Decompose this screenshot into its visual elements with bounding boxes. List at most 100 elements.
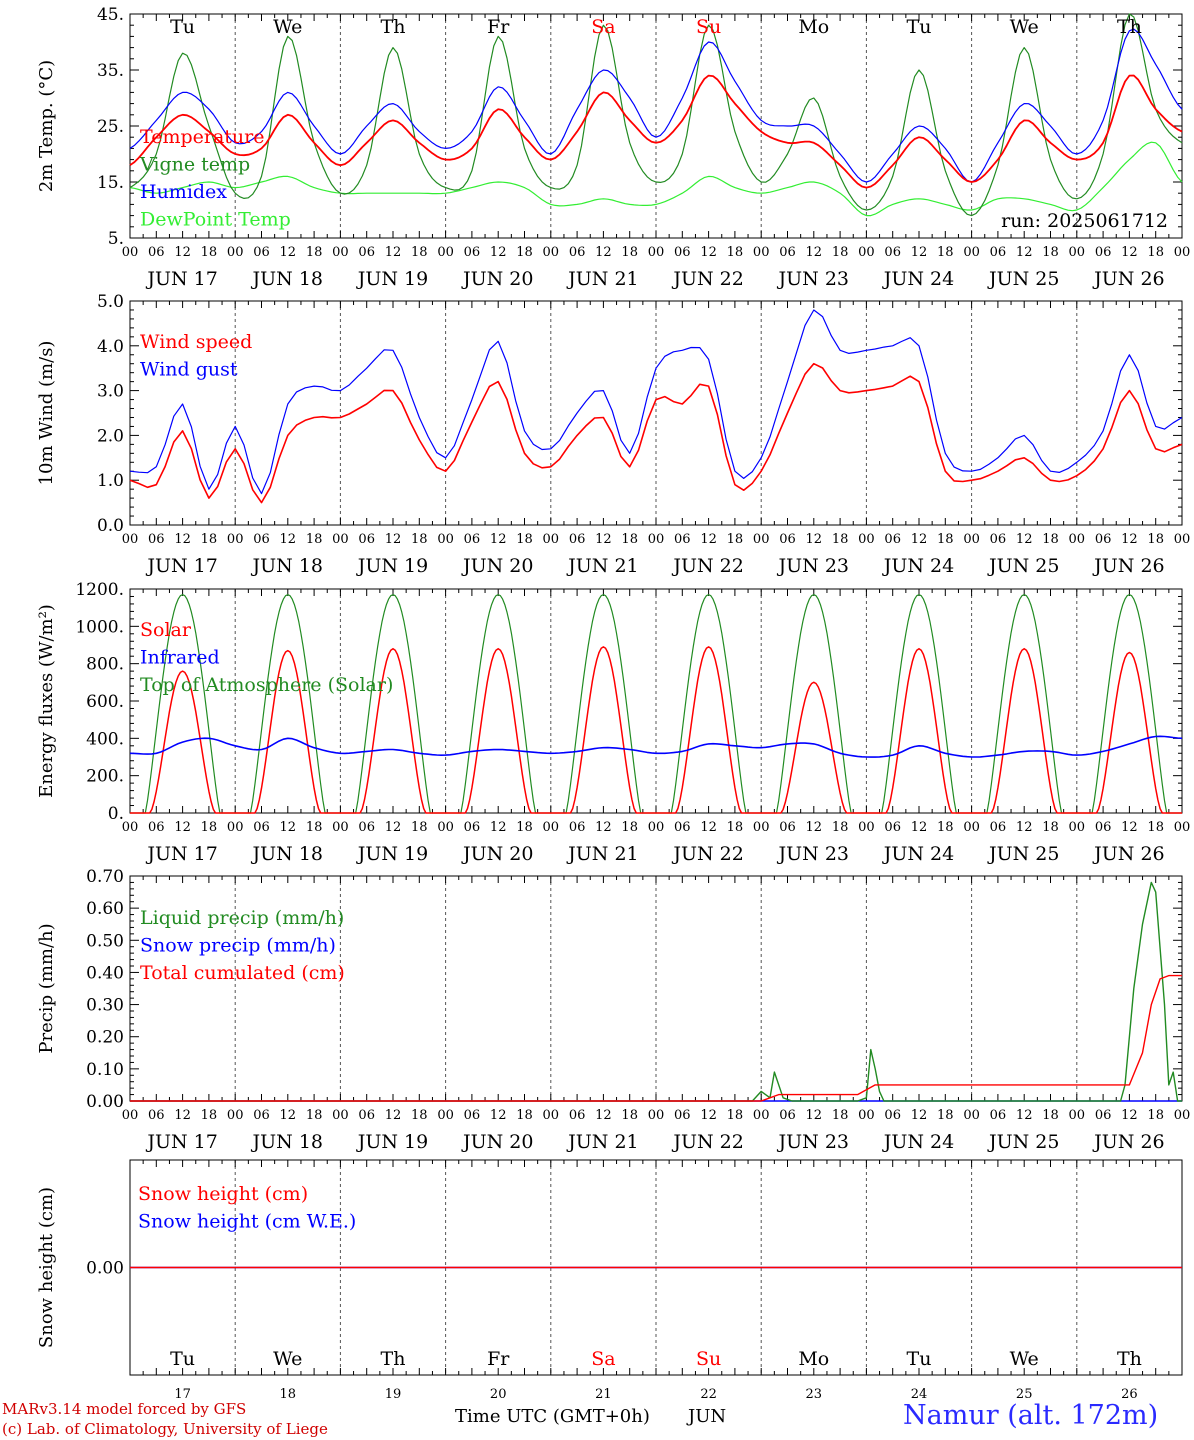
y-tick-label: 3.0 — [97, 382, 124, 402]
y-tick-label: 1000. — [75, 617, 124, 637]
hour-label: 18 — [306, 820, 323, 835]
hour-label: 00 — [227, 532, 244, 547]
series-line — [129, 735, 1183, 758]
hour-label: 18 — [937, 1108, 954, 1123]
hour-label: 12 — [280, 245, 297, 260]
hour-label: 06 — [674, 245, 691, 260]
y-axis-label: Snow height (cm) — [36, 1187, 57, 1348]
legend-entry: Snow height (cm W.E.) — [138, 1211, 356, 1233]
hour-label: 06 — [253, 245, 270, 260]
date-label: JUN 21 — [566, 268, 638, 290]
hour-label: 06 — [884, 245, 901, 260]
panel-frame — [129, 588, 1183, 814]
date-label: JUN 23 — [777, 268, 849, 290]
legend-entry: Snow precip (mm/h) — [140, 935, 336, 957]
series-line — [129, 141, 1183, 217]
weekday-label: Su — [696, 1348, 721, 1370]
hour-label: 00 — [332, 820, 349, 835]
hour-label: 06 — [990, 245, 1007, 260]
hour-label: 18 — [411, 245, 428, 260]
hour-label: 12 — [911, 1108, 928, 1123]
hour-label: 12 — [490, 245, 507, 260]
lab-credit: (c) Lab. of Climatology, University of L… — [2, 1420, 328, 1438]
hour-label: 06 — [1095, 1108, 1112, 1123]
hour-label: 12 — [490, 1108, 507, 1123]
hour-label: 06 — [674, 1108, 691, 1123]
hour-label: 12 — [490, 820, 507, 835]
hour-label: 12 — [1121, 532, 1138, 547]
day-number-label: 24 — [911, 1387, 928, 1402]
hour-label: 00 — [963, 245, 980, 260]
hour-label: 18 — [621, 532, 638, 547]
hour-label: 00 — [1174, 245, 1191, 260]
day-number-label: 26 — [1121, 1387, 1138, 1402]
y-tick-label: 5. — [108, 229, 124, 249]
legend-entry: Liquid precip (mm/h) — [140, 907, 344, 929]
hour-label: 00 — [543, 1108, 560, 1123]
y-tick-label: 5.0 — [97, 292, 124, 312]
weekday-label: Tu — [907, 1348, 932, 1370]
hour-label: 18 — [1042, 532, 1059, 547]
hour-label: 06 — [779, 245, 796, 260]
hour-label: 18 — [201, 532, 218, 547]
weekday-label: We — [273, 1348, 302, 1370]
weekday-label: Sa — [591, 1348, 615, 1370]
hour-label: 12 — [1016, 245, 1033, 260]
date-label: JUN 25 — [987, 1131, 1059, 1153]
hour-label: 00 — [227, 245, 244, 260]
weekday-label: Tu — [907, 16, 932, 38]
hour-label: 06 — [990, 1108, 1007, 1123]
hour-label: 12 — [700, 245, 717, 260]
hour-label: 06 — [569, 532, 586, 547]
hour-label: 12 — [280, 1108, 297, 1123]
hour-label: 12 — [595, 820, 612, 835]
y-tick-label: 200. — [86, 767, 124, 787]
weekday-label: We — [273, 16, 302, 38]
hour-label: 12 — [280, 820, 297, 835]
day-number-label: 23 — [806, 1387, 823, 1402]
hour-label: 00 — [753, 820, 770, 835]
y-tick-label: 600. — [86, 692, 124, 712]
hour-label: 00 — [1069, 532, 1086, 547]
hour-label: 00 — [753, 245, 770, 260]
hour-label: 06 — [148, 532, 165, 547]
hour-label: 00 — [1174, 820, 1191, 835]
hour-label: 18 — [201, 245, 218, 260]
hour-label: 18 — [306, 532, 323, 547]
hour-label: 18 — [411, 820, 428, 835]
hour-label: 18 — [1147, 532, 1164, 547]
weekday-label: Fr — [487, 1348, 510, 1370]
hour-label: 18 — [832, 532, 849, 547]
y-tick-label: 0.00 — [86, 1259, 124, 1279]
y-tick-label: 0.50 — [86, 931, 124, 951]
y-tick-label: 800. — [86, 655, 124, 675]
legend-entry: DewPoint Temp — [140, 209, 291, 231]
hour-label: 18 — [516, 532, 533, 547]
hour-label: 12 — [595, 1108, 612, 1123]
hour-label: 00 — [963, 532, 980, 547]
y-tick-label: 35. — [97, 61, 124, 81]
hour-label: 00 — [437, 820, 454, 835]
hour-label: 12 — [1121, 1108, 1138, 1123]
date-label: JUN 22 — [671, 843, 743, 865]
hour-label: 00 — [1069, 1108, 1086, 1123]
date-label: JUN 26 — [1092, 1131, 1164, 1153]
run-label: run: 2025061712 — [1001, 210, 1168, 232]
hour-label: 06 — [358, 245, 375, 260]
hour-label: 18 — [411, 1108, 428, 1123]
hour-label: 00 — [122, 245, 139, 260]
hour-label: 06 — [884, 532, 901, 547]
hour-label: 18 — [201, 820, 218, 835]
hour-label: 18 — [832, 820, 849, 835]
hour-label: 00 — [227, 1108, 244, 1123]
hour-label: 00 — [1174, 1108, 1191, 1123]
series-line — [130, 881, 1182, 1102]
hour-label: 18 — [1147, 1108, 1164, 1123]
grid-layer — [129, 13, 1183, 1376]
hour-label: 18 — [1147, 245, 1164, 260]
series-line — [130, 974, 1182, 1102]
hour-label: 12 — [806, 820, 823, 835]
hour-label: 18 — [1042, 1108, 1059, 1123]
hour-label: 00 — [332, 532, 349, 547]
y-axis-label: Precip (mm/h) — [36, 923, 57, 1053]
